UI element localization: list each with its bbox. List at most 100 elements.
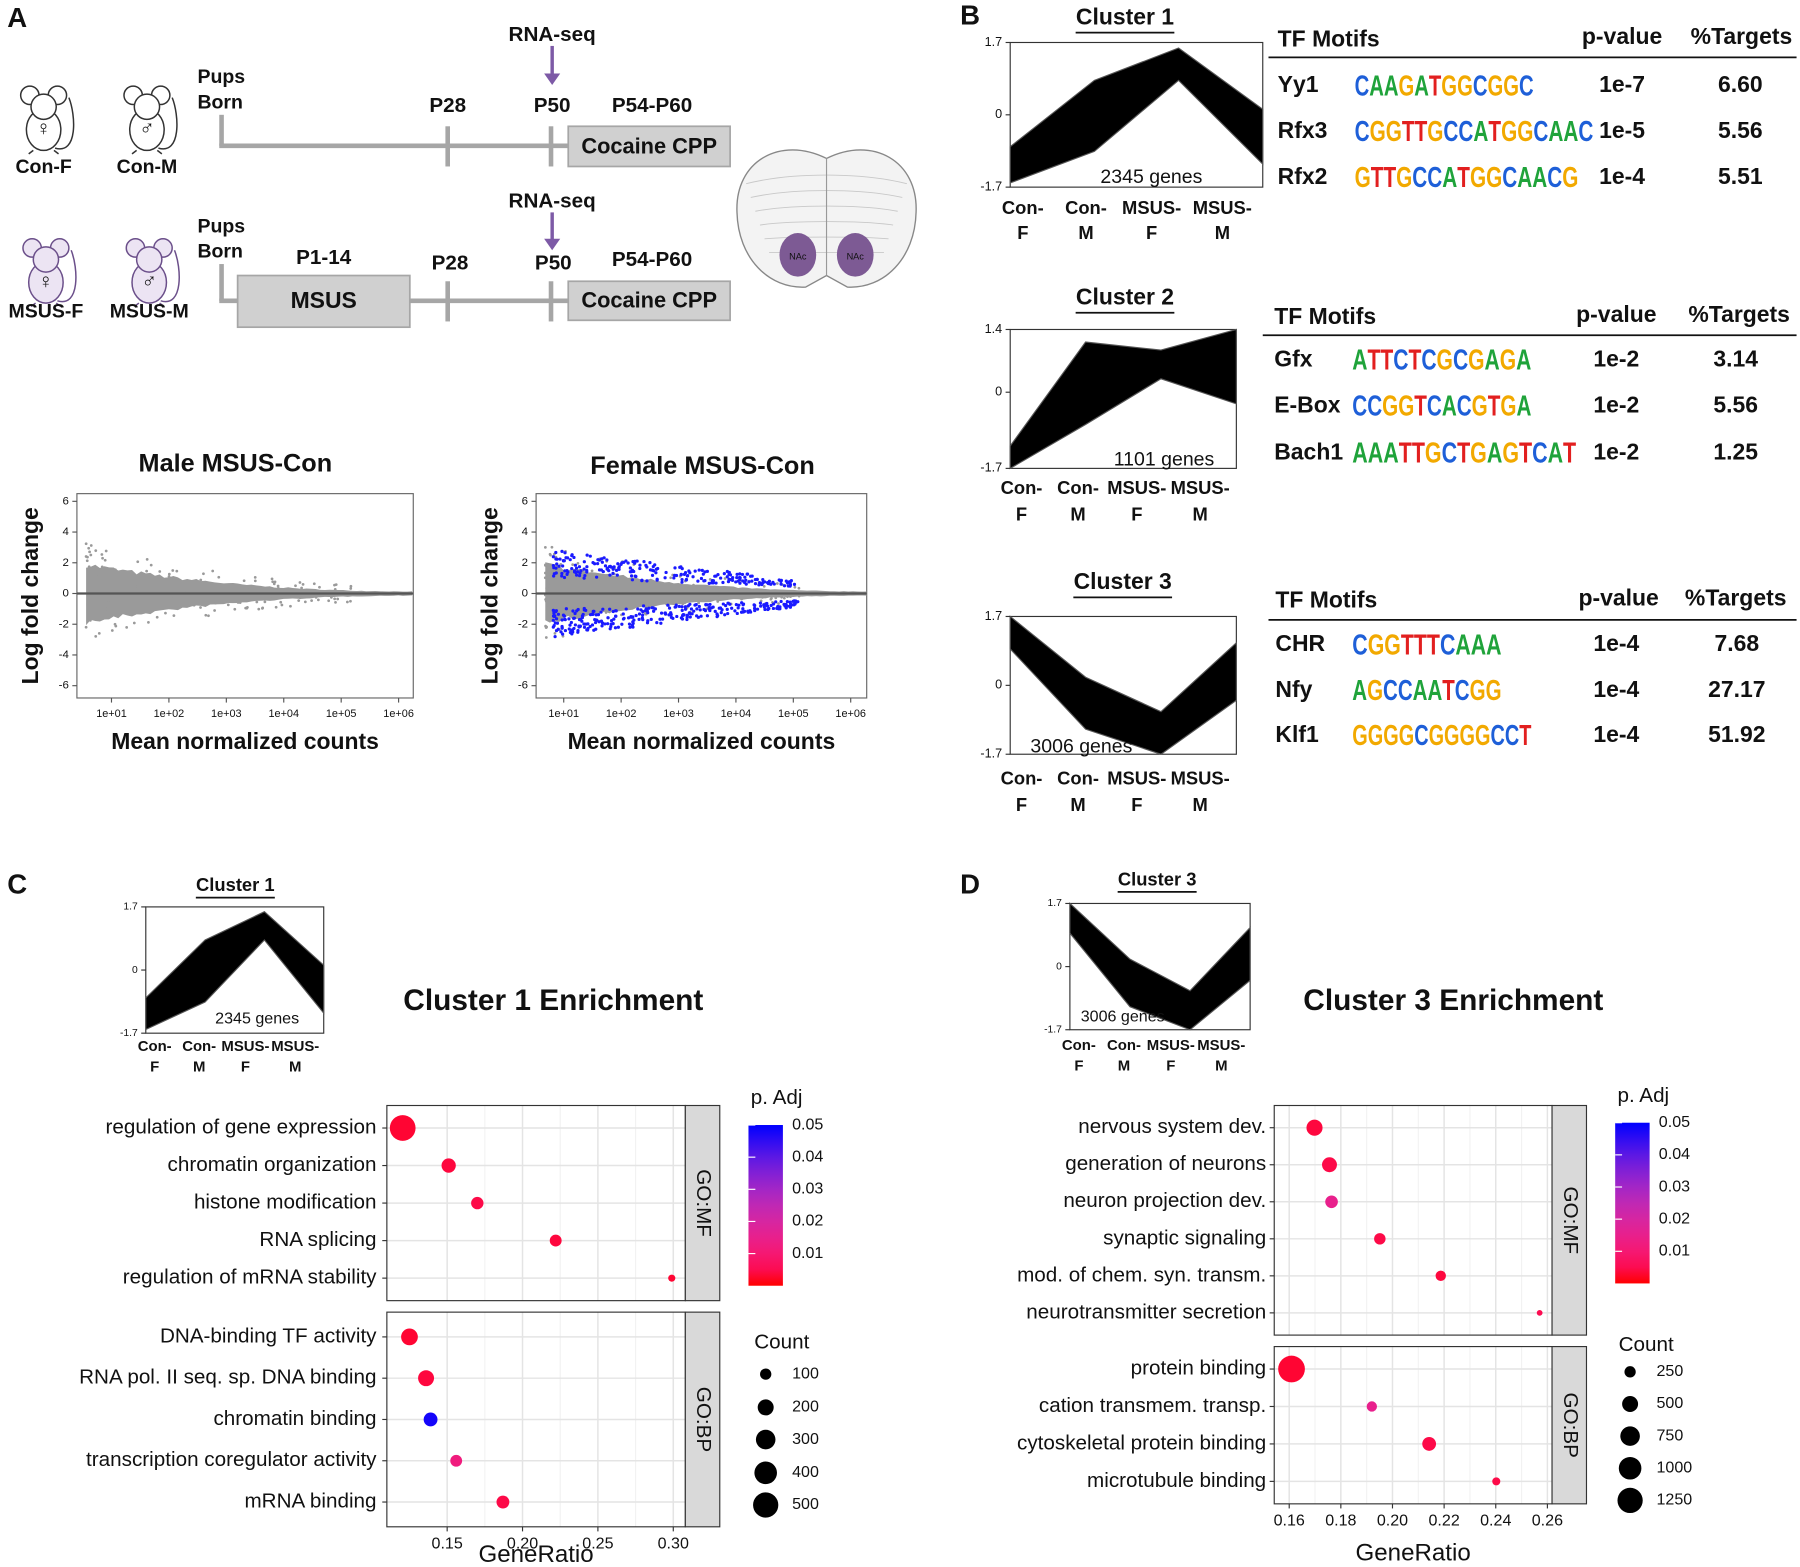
scatter-dot — [722, 572, 726, 576]
scatter-dot — [680, 605, 684, 609]
scatter-dot — [782, 584, 787, 588]
scatter-dot — [560, 571, 564, 576]
scatter-dot — [209, 598, 212, 601]
age-label: P50 — [535, 252, 572, 275]
scatter-dot — [616, 625, 620, 629]
scatter-dot — [596, 562, 600, 566]
p-value: 1e-4 — [1593, 721, 1639, 747]
scatter-dot — [568, 623, 572, 627]
age-label: P50 — [534, 94, 571, 117]
scatter-dot — [552, 614, 556, 618]
scatter-dot — [568, 558, 572, 562]
scatter-dot — [716, 613, 720, 618]
scatter-dot — [582, 567, 586, 571]
scatter-dot — [572, 616, 576, 620]
scatter-dot — [685, 574, 690, 578]
scatter-dot — [563, 628, 568, 633]
scatter-dot — [271, 580, 275, 584]
table-header: %Targets — [1691, 23, 1793, 49]
scatter-dot — [685, 617, 689, 622]
scatter-dot — [714, 581, 718, 585]
chart-title: Cluster 3 Enrichment — [1303, 984, 1603, 1017]
scatter-dot — [746, 589, 750, 593]
scatter-dot — [556, 583, 560, 586]
scatter-dot — [689, 607, 694, 611]
legend-label: 1000 — [1657, 1459, 1693, 1477]
expression-band — [145, 911, 325, 1031]
scatter-dot — [582, 625, 587, 629]
scatter-dot — [546, 570, 550, 574]
x-tick-label: 1e+03 — [663, 708, 694, 720]
scatter-dot — [666, 599, 670, 603]
scatter-dot — [759, 604, 763, 608]
scatter-dot — [710, 581, 714, 585]
scatter-dot — [649, 617, 653, 622]
x-tick-label: MSUS-F — [221, 1038, 269, 1076]
x-tick-label: MSUS-F — [1107, 477, 1166, 524]
scatter-dot — [776, 607, 781, 611]
x-tick-label: Con-M — [1065, 197, 1107, 243]
y-tick-label: microtubule binding — [1087, 1469, 1266, 1492]
scatter-dot — [134, 585, 137, 588]
dot — [471, 1196, 484, 1210]
scatter-dot — [658, 617, 662, 621]
scatter-dot — [590, 569, 594, 573]
scatter-dot — [280, 603, 284, 607]
scatter-dot — [84, 625, 88, 629]
scatter-dot — [253, 575, 257, 579]
scatter-dot — [642, 560, 646, 564]
scatter-dot — [603, 564, 608, 568]
mouse-feet — [28, 149, 59, 155]
scatter-dot — [740, 572, 745, 577]
scatter-dot — [87, 565, 91, 569]
scatter-dot — [685, 595, 688, 599]
scatter-dot — [745, 572, 750, 576]
scatter-dot — [680, 577, 684, 582]
scatter-dot — [641, 613, 645, 617]
scatter-dot — [111, 583, 114, 587]
scatter-dot — [669, 611, 673, 615]
scatter-dot — [646, 611, 650, 615]
scatter-dot — [554, 610, 558, 614]
scatter-dot — [349, 587, 353, 590]
scatter-dot — [708, 608, 712, 613]
table-header: p-value — [1582, 23, 1662, 49]
scatter-dot — [172, 595, 175, 599]
scatter-dot — [232, 583, 236, 587]
window-label: P54-P60 — [612, 94, 692, 117]
scatter-dot — [145, 586, 149, 589]
scatter-dot — [782, 602, 786, 607]
size-key — [760, 1368, 772, 1380]
scatter-dot — [118, 604, 121, 608]
scatter-dot — [599, 557, 604, 561]
scatter-dot — [738, 581, 742, 585]
scatter-dot — [639, 608, 643, 612]
scatter-dot — [726, 580, 731, 584]
scatter-dot — [86, 603, 90, 607]
x-tick-label: MSUS-M — [1171, 477, 1230, 524]
scatter-dot — [545, 625, 548, 629]
dot — [389, 1115, 416, 1141]
scatter-dot — [614, 614, 618, 618]
dot — [1366, 1401, 1378, 1412]
scatter-dot — [103, 558, 107, 562]
scatter-dot — [762, 580, 767, 584]
scatter-dot — [785, 600, 789, 604]
motif-logo: GTTGCCATGGCAACG — [1355, 162, 1579, 194]
scatter-dot — [543, 576, 547, 580]
scatter-dot — [709, 606, 714, 610]
scatter-dot — [549, 583, 553, 587]
scatter-dot — [647, 606, 651, 610]
scatter-dot — [698, 608, 702, 612]
scatter-dot — [705, 614, 710, 618]
scatter-dot — [637, 612, 642, 616]
scatter-dot — [552, 572, 556, 576]
scatter-dot — [716, 600, 720, 603]
scatter-dot — [557, 564, 561, 568]
scatter-dot — [672, 576, 676, 580]
y-tick-label: 6 — [522, 495, 528, 507]
motif-name: Bach1 — [1274, 439, 1343, 465]
scatter-dot — [101, 556, 104, 560]
dot — [441, 1158, 456, 1173]
scatter-dot — [736, 606, 740, 610]
